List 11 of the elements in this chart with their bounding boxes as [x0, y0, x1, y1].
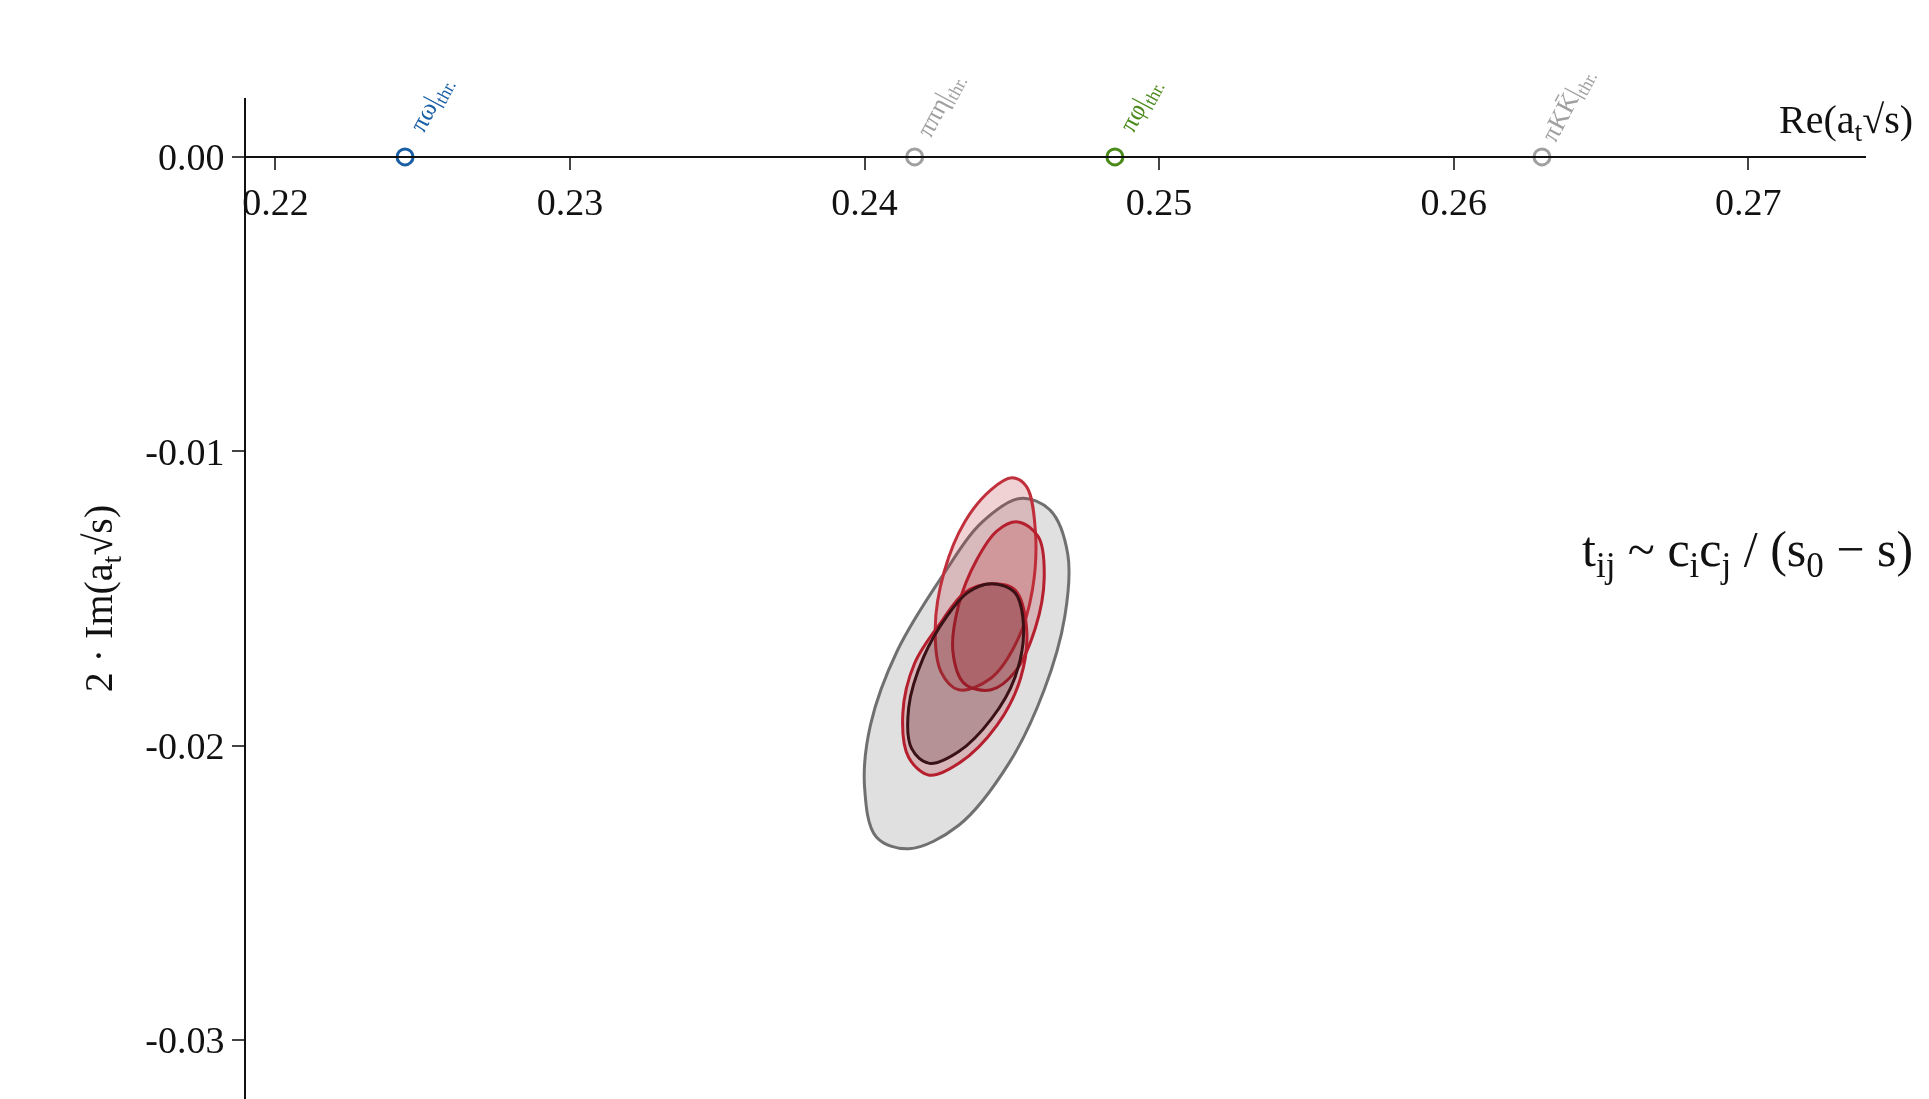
text: t$_{ij}$ ~ c$_{i}$c$_{j}$ / (s$_{0}$ − s)	[1582, 521, 1914, 585]
x-tick-label: 0.24	[831, 181, 898, 224]
x-tick-label: 0.26	[1420, 181, 1487, 224]
y-tick-label: -0.02	[145, 725, 225, 768]
x-tick-label: 0.23	[536, 181, 604, 224]
y-tick-label: -0.03	[145, 1019, 225, 1062]
x-tick-label: 0.27	[1714, 181, 1782, 224]
y-tick-label: 0.00	[157, 136, 225, 179]
y-tick-label: -0.01	[145, 430, 225, 473]
x-tick-label: 0.25	[1125, 181, 1193, 224]
x-axis-title: Re(a$_{t}$√s)	[1779, 97, 1914, 148]
